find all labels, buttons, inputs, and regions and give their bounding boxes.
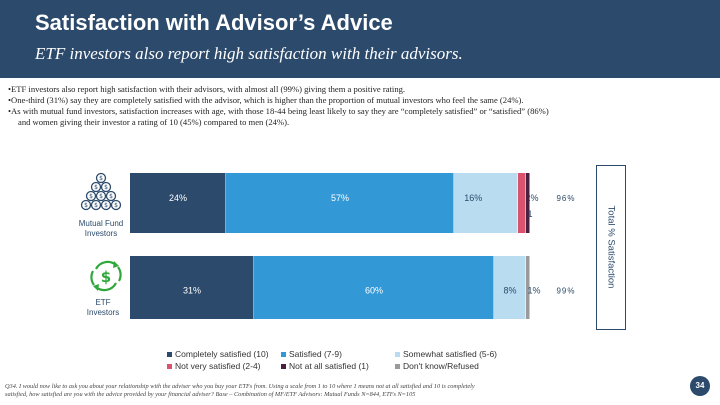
legend-swatch <box>167 364 172 370</box>
coins-icon: $ $ $ $ $ $ $ $ $ $ <box>76 172 126 221</box>
row-label-etf: ETF Investors <box>86 298 120 317</box>
legend-swatch <box>395 352 400 358</box>
legend-swatch <box>281 352 286 358</box>
bar-segment <box>254 256 494 319</box>
total-satisfaction-axis-label: Total % Satisfaction <box>605 205 617 289</box>
bar-segment <box>130 173 226 233</box>
svg-text:$: $ <box>84 202 88 209</box>
bar-value-label: 24% <box>169 193 187 203</box>
legend-item-not-at-all: Not at all satisfied (1) <box>281 361 369 371</box>
svg-text:$: $ <box>94 184 98 191</box>
legend-item-dont-know: Don't know/Refused <box>395 361 479 371</box>
bar-value-label: 2% <box>525 193 538 203</box>
page-title: Satisfaction with Advisor’s Advice <box>35 10 393 35</box>
page-subtitle: ETF investors also report high satisfact… <box>35 44 463 63</box>
bar-segment <box>494 256 526 319</box>
bar-value-label: 57% <box>331 193 349 203</box>
legend-item-completely: Completely satisfied (10) <box>167 349 269 359</box>
svg-text:$: $ <box>114 202 118 209</box>
page-number: 34 <box>690 376 710 396</box>
legend-swatch <box>395 364 400 370</box>
bullet-list: •ETF investors also report high satisfac… <box>8 84 708 128</box>
legend-item-somewhat: Somewhat satisfied (5-6) <box>395 349 497 359</box>
bar-segment <box>526 256 530 319</box>
header-banner: Satisfaction with Advisor’s Advice ETF i… <box>0 0 720 78</box>
total-satisfaction-box <box>596 165 626 330</box>
bar-segment <box>518 173 526 233</box>
total-satisfaction-value: 99% <box>556 287 575 296</box>
money-cycle-icon: $ <box>88 257 124 300</box>
svg-text:$: $ <box>109 193 113 200</box>
bar-segment <box>454 173 518 233</box>
row-label-mutual-fund: Mutual Fund Investors <box>78 219 124 238</box>
bullet-4: and women giving their investor a rating… <box>18 117 290 127</box>
bar-segment <box>130 256 254 319</box>
bar-value-label: 16% <box>464 193 482 203</box>
bar-value-label: 60% <box>365 286 383 296</box>
svg-text:$: $ <box>104 184 108 191</box>
legend-swatch <box>281 364 286 370</box>
bar-value-label: 8% <box>503 286 516 296</box>
bullet-1: •ETF investors also report high satisfac… <box>8 84 406 94</box>
legend-item-not-very: Not very satisfied (2-4) <box>167 361 261 371</box>
total-satisfaction-value: 96% <box>556 194 575 203</box>
footnote: Q34. I would now like to ask you about y… <box>5 383 475 398</box>
bar-segment <box>526 173 530 233</box>
svg-text:$: $ <box>99 175 103 182</box>
bar-value-label: 1 <box>527 209 532 219</box>
bullet-3: •As with mutual fund investors, satisfac… <box>8 106 549 116</box>
svg-text:$: $ <box>89 193 93 200</box>
bar-value-label: 1% <box>527 286 540 296</box>
bar-segment <box>226 173 454 233</box>
bar-value-label: 31% <box>183 286 201 296</box>
legend-item-satisfied: Satisfied (7-9) <box>281 349 342 359</box>
svg-text:$: $ <box>104 202 108 209</box>
legend-swatch <box>167 352 172 358</box>
svg-text:$: $ <box>101 268 111 286</box>
svg-text:$: $ <box>99 193 103 200</box>
svg-text:$: $ <box>94 202 98 209</box>
bullet-2: •One-third (31%) say they are completely… <box>8 95 524 105</box>
